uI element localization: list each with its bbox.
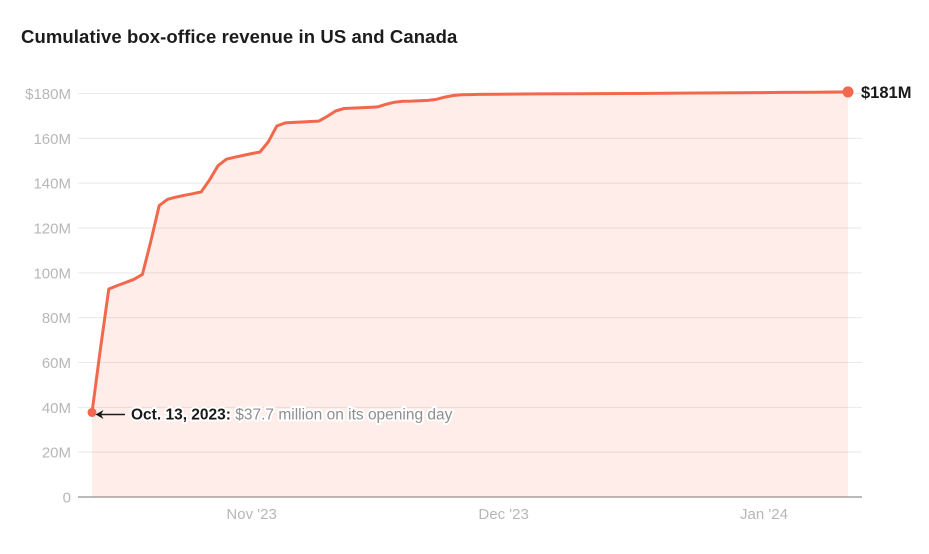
revenue-line — [90, 90, 850, 414]
y-axis-tick-label: 160M — [33, 131, 71, 148]
y-axis-tick-label: 120M — [33, 221, 71, 238]
x-axis-tick-labels: Nov '23 Dec '23 Jan '24 — [226, 506, 788, 523]
opening-day-annotation-text: Oct. 13, 2023: $37.7 million on its open… — [131, 406, 453, 423]
revenue-line-path — [90, 90, 850, 414]
endpoint-markers — [87, 86, 854, 417]
y-axis-tick-label: 0 — [63, 490, 71, 507]
revenue-area-fill — [92, 91, 848, 498]
y-axis-tick-labels: $180M 160M 140M 120M 100M 80M 60M 40M 20M 0 — [25, 86, 71, 507]
x-axis-tick-label: Nov '23 — [226, 506, 276, 523]
y-axis-tick-label: 140M — [33, 176, 71, 193]
annotation-arrow-icon — [95, 409, 104, 419]
end-value-label: $181M — [861, 84, 911, 102]
y-axis-tick-label: 60M — [42, 355, 71, 372]
chart-title: Cumulative box-office revenue in US and … — [21, 26, 458, 47]
annotation-date-text: Oct. 13, 2023: — [131, 406, 231, 423]
y-axis-tick-label: 100M — [33, 265, 71, 282]
x-axis-tick-label: Jan '24 — [740, 506, 788, 523]
y-axis-tick-label: 40M — [42, 400, 71, 417]
end-value-text: $181M — [861, 84, 911, 102]
y-axis-tick-label: $180M — [25, 86, 71, 103]
start-point-marker — [87, 407, 97, 417]
opening-day-annotation: Oct. 13, 2023: $37.7 million on its open… — [95, 404, 455, 425]
end-point-marker — [842, 86, 854, 98]
y-axis-tick-label: 80M — [42, 310, 71, 327]
y-axis-tick-label: 20M — [42, 445, 71, 462]
x-axis-tick-label: Dec '23 — [478, 506, 528, 523]
annotation-detail-text: $37.7 million on its opening day — [231, 406, 453, 423]
revenue-area — [92, 91, 848, 498]
